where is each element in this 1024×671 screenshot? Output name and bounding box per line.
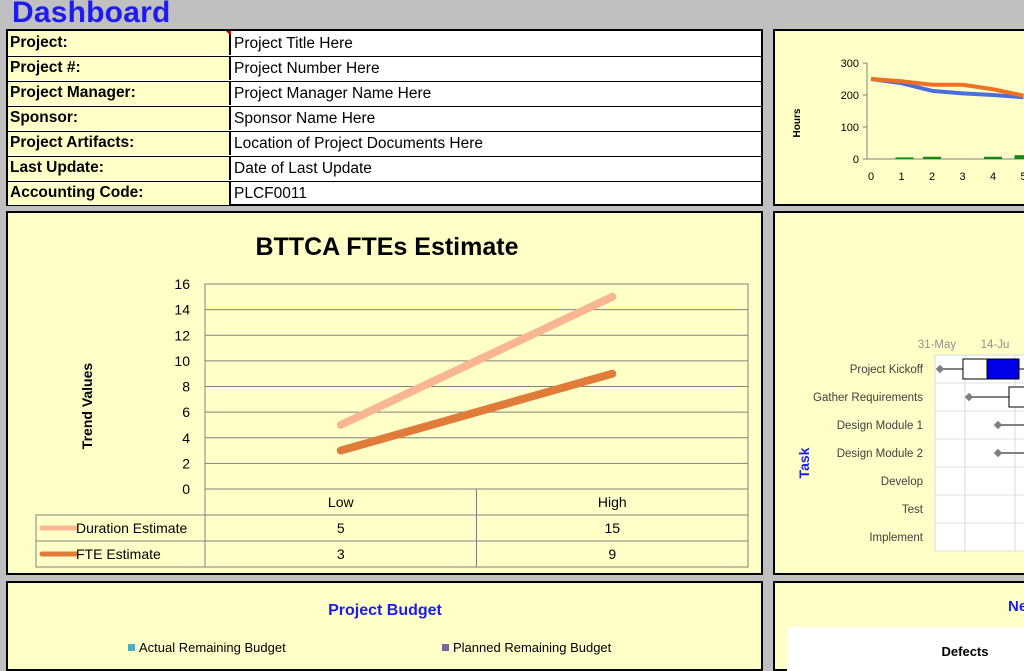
fte-y-tick: 2: [182, 455, 190, 471]
fte-category-label: High: [598, 494, 627, 510]
hours-x-tick: 4: [990, 171, 996, 183]
info-label: Project Manager:: [8, 81, 230, 105]
fte-series-name: FTE Estimate: [76, 546, 161, 562]
gantt-task-label: Test: [902, 504, 924, 516]
info-label: Last Update:: [8, 156, 230, 180]
comment-indicator: [226, 31, 231, 36]
gantt-task-label: Design Module 1: [837, 420, 923, 432]
fte-y-tick: 4: [182, 430, 190, 446]
defects-chart: Ne Defects: [775, 583, 1024, 671]
gantt-chart: Task Project Kickoff Gather Requirements D…: [775, 213, 1024, 575]
fte-data-value: 9: [608, 546, 616, 562]
fte-data-value: 15: [604, 520, 620, 536]
info-value[interactable]: Location of Project Documents Here: [230, 131, 763, 155]
gantt-task-label: Design Module 2: [837, 448, 923, 460]
hours-x-tick: 2: [929, 171, 935, 183]
fte-chart-title: BTTCA FTEs Estimate: [255, 233, 518, 261]
gantt-date-label: 31-May: [918, 339, 957, 351]
fte-data-value: 5: [337, 520, 345, 536]
gantt-task-label: Project Kickoff: [850, 364, 924, 376]
gantt-task-label: Gather Requirements: [813, 392, 923, 404]
info-row: Last Update:Date of Last Update: [8, 156, 761, 182]
fte-category-label: Low: [328, 494, 355, 510]
hours-bar: [1015, 155, 1024, 159]
fte-series-name: Duration Estimate: [76, 520, 187, 536]
page-title: Dashboard: [12, 0, 171, 30]
info-row: Accounting Code:PLCF0011: [8, 181, 761, 206]
fte-chart-panel: BTTCA FTEs Estimate Trend Values 0 2 4 6 8 10…: [6, 211, 763, 575]
budget-title: Project Budget: [328, 602, 442, 619]
gantt-bar-progress: [987, 359, 1019, 379]
gantt-panel: Task Project Kickoff Gather Requirements D…: [773, 211, 1024, 575]
info-value[interactable]: PLCF0011: [230, 181, 763, 205]
fte-ylabel: Trend Values: [79, 363, 95, 450]
hours-ylabel: Hours: [792, 108, 803, 137]
info-row: Project Artifacts:Location of Project Do…: [8, 131, 761, 157]
fte-y-tick: 8: [182, 379, 190, 395]
info-label: Accounting Code:: [8, 181, 230, 205]
fte-y-tick: 10: [174, 353, 190, 369]
budget-panel: Project Budget Actual Remaining Budget P…: [6, 581, 763, 671]
info-value[interactable]: Date of Last Update: [230, 156, 763, 180]
hours-bar: [896, 157, 914, 159]
info-row: Project:Project Title Here: [8, 31, 761, 57]
info-value[interactable]: Project Manager Name Here: [230, 81, 763, 105]
defects-panel-title: Ne: [1008, 598, 1024, 615]
hours-y-tick: 0: [853, 154, 859, 166]
info-label: Project #:: [8, 56, 230, 80]
info-row: Project Manager:Project Manager Name Her…: [8, 81, 761, 107]
info-value[interactable]: Project Number Here: [230, 56, 763, 80]
gantt-ylabel: Task: [796, 447, 812, 478]
defects-panel: Ne Defects: [773, 581, 1024, 671]
hours-x-tick: 1: [898, 171, 904, 183]
info-row: Project #:Project Number Here: [8, 56, 761, 82]
info-label: Project Artifacts:: [8, 131, 230, 155]
gantt-bar: [963, 359, 987, 379]
budget-chart: Project Budget Actual Remaining Budget P…: [8, 583, 763, 671]
gantt-date-label: 14-Ju: [981, 339, 1010, 351]
legend-swatch-actual: [128, 644, 135, 651]
hours-chart-panel: Hours 0 100 200 300 0 1 2 3 4 5: [773, 29, 1024, 206]
fte-data-value: 3: [337, 546, 345, 562]
info-label: Project:: [8, 31, 230, 55]
info-value[interactable]: Sponsor Name Here: [230, 106, 763, 130]
gantt-task-label: Develop: [881, 476, 923, 488]
legend-swatch-planned: [442, 644, 449, 651]
fte-y-tick: 12: [174, 327, 190, 343]
legend-planned-label: Planned Remaining Budget: [453, 640, 612, 655]
gantt-task-label: Implement: [869, 532, 923, 544]
info-value[interactable]: Project Title Here: [230, 31, 763, 55]
hours-chart: Hours 0 100 200 300 0 1 2 3 4 5: [775, 31, 1024, 206]
hours-y-tick: 200: [841, 90, 859, 102]
hours-x-tick: 3: [959, 171, 965, 183]
gantt-bar: [1009, 387, 1024, 407]
info-row: Sponsor:Sponsor Name Here: [8, 106, 761, 132]
hours-bar: [923, 157, 941, 159]
legend-actual-label: Actual Remaining Budget: [139, 640, 286, 655]
fte-y-tick: 16: [174, 276, 190, 292]
hours-y-tick: 300: [841, 58, 859, 70]
fte-y-tick: 6: [182, 404, 190, 420]
hours-x-tick: 0: [868, 171, 874, 183]
hours-bar: [984, 157, 1002, 159]
info-label: Sponsor:: [8, 106, 230, 130]
fte-y-tick: 0: [182, 481, 190, 497]
fte-chart: BTTCA FTEs Estimate Trend Values 0 2 4 6 8 10…: [8, 213, 763, 575]
hours-x-tick: 5: [1020, 171, 1024, 183]
hours-y-tick: 100: [841, 122, 859, 134]
fte-y-tick: 14: [174, 302, 190, 318]
